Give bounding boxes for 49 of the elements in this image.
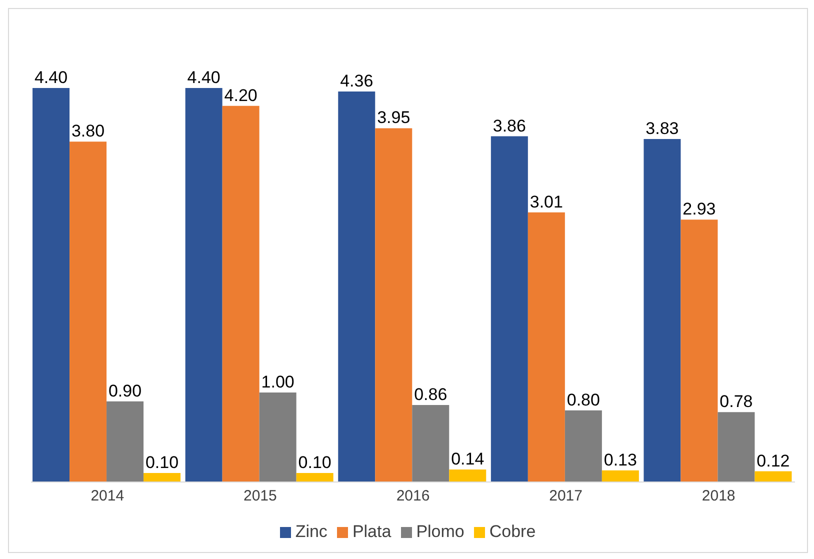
x-tick-label: 2014 [90,488,124,505]
data-label: 0.14 [451,449,484,468]
bar [528,212,565,482]
x-tick-label: 2018 [702,488,736,505]
data-label: 0.90 [108,381,142,400]
data-label: 4.40 [187,68,220,87]
bar [412,404,450,482]
data-label: 2.93 [682,200,716,219]
data-label: 3.83 [646,118,679,138]
data-label: 0.13 [604,450,637,470]
legend-label: Zinc [295,522,328,541]
bar [144,473,181,482]
bar [680,220,718,482]
data-label: 0.10 [145,453,179,472]
bar [222,106,260,482]
data-label: 4.20 [224,86,258,105]
bar [564,410,602,482]
bar [375,128,412,482]
bar [490,136,528,482]
legend-label: Plomo [416,522,464,541]
bar [449,469,486,482]
x-tick-label: 2015 [244,488,277,505]
data-label: 1.00 [261,372,294,392]
bar [32,88,70,482]
bar [338,92,376,482]
data-label: 0.12 [756,451,790,470]
bar [754,471,792,482]
data-label: 4.40 [34,68,68,87]
bar [296,473,334,482]
data-label: 4.36 [340,72,374,91]
data-label: 0.80 [566,390,600,410]
bar [70,142,107,482]
legend-label: Plata [352,522,392,541]
data-label: 0.78 [720,392,753,412]
bar [644,138,681,482]
data-label: 3.01 [530,192,563,212]
bar [718,412,755,482]
bar [185,88,222,482]
data-label: 3.95 [377,108,410,128]
data-label: 3.80 [71,122,105,141]
x-tick-label: 2016 [396,488,430,505]
bar [106,401,144,482]
bar [602,470,639,482]
bar [259,392,296,482]
x-tick-label: 2017 [549,488,582,505]
data-label: 3.86 [492,116,526,136]
legend-label: Cobre [489,522,536,541]
data-label: 0.10 [298,453,332,472]
data-label: 0.86 [414,384,448,404]
